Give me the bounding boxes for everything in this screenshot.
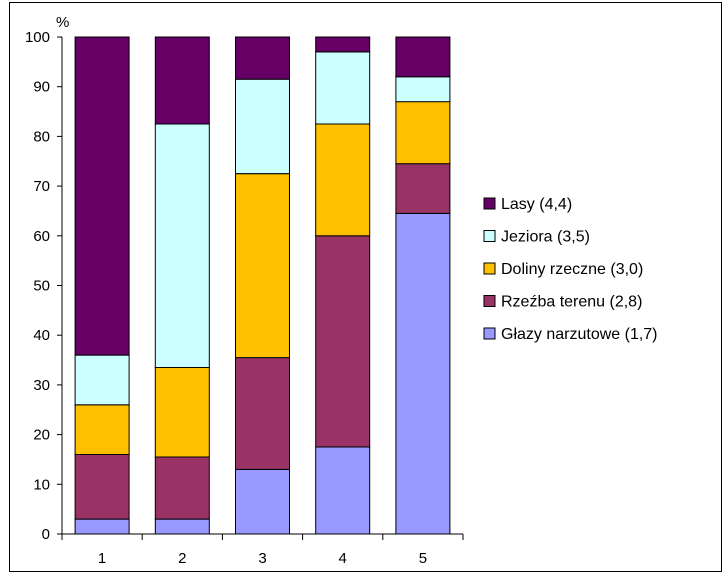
y-tick-label: 10 bbox=[33, 476, 50, 493]
bar-segment-cat5-series5 bbox=[395, 36, 451, 78]
y-tick-label: 30 bbox=[33, 377, 50, 394]
bar-segment-cat5-series4 bbox=[395, 76, 451, 103]
x-tick-label: 1 bbox=[98, 550, 106, 567]
bar-segment-cat5-series1 bbox=[395, 212, 451, 535]
x-tick-label: 3 bbox=[258, 550, 266, 567]
x-tick-label: 5 bbox=[419, 550, 427, 567]
bar-segment-cat2-series4 bbox=[154, 123, 210, 368]
y-tick-label: 20 bbox=[33, 427, 50, 444]
legend-swatch bbox=[483, 262, 496, 275]
bar-segment-cat4-series4 bbox=[315, 51, 371, 125]
legend-label: Jeziora (3,5) bbox=[501, 229, 590, 246]
y-tick-label: 100 bbox=[25, 29, 50, 46]
y-tick-label: 70 bbox=[33, 178, 50, 195]
bar-segment-cat2-series5 bbox=[154, 36, 210, 125]
bar-segment-cat3-series2 bbox=[235, 357, 290, 470]
y-tick-label: 80 bbox=[33, 128, 50, 145]
bar-segment-cat1-series5 bbox=[74, 36, 130, 356]
legend-swatch bbox=[483, 197, 496, 210]
x-tick-label: 2 bbox=[178, 550, 186, 567]
bar-segment-cat3-series5 bbox=[235, 36, 290, 80]
ticks-layer: 0 10 20 30 40 50 60 70 80 90 100 1 2 3 4 5 bbox=[25, 29, 464, 567]
bar-segment-cat4-series2 bbox=[315, 235, 371, 448]
legend-label: Doliny rzeczne (3,0) bbox=[501, 261, 643, 278]
legend-swatch bbox=[483, 230, 496, 242]
y-tick-label: 60 bbox=[33, 228, 50, 245]
x-tick-label: 4 bbox=[339, 550, 347, 567]
y-tick-label: 90 bbox=[33, 79, 50, 96]
bar-segment-cat4-series5 bbox=[315, 36, 371, 53]
bar-segment-cat3-series3 bbox=[235, 173, 290, 359]
bar-segment-cat3-series1 bbox=[235, 468, 290, 535]
bar-segment-cat1-series2 bbox=[74, 454, 130, 520]
legend-label: Rzeźba terenu (2,8) bbox=[501, 294, 642, 311]
y-tick-label: 40 bbox=[33, 327, 50, 344]
bar-segment-cat1-series1 bbox=[74, 518, 130, 535]
bar-segment-cat4-series1 bbox=[315, 446, 371, 535]
y-tick-label: 50 bbox=[33, 278, 50, 295]
bar-segment-cat1-series3 bbox=[74, 404, 130, 455]
legend-label: Głazy narzutowe (1,7) bbox=[501, 326, 658, 343]
bar-segment-cat2-series3 bbox=[154, 367, 210, 458]
bars-layer bbox=[74, 36, 451, 535]
bar-segment-cat1-series4 bbox=[74, 354, 130, 406]
y-tick-label: 0 bbox=[42, 526, 50, 543]
bar-segment-cat4-series3 bbox=[315, 123, 371, 237]
legend-label: Lasy (4,4) bbox=[501, 196, 572, 213]
bar-segment-cat5-series2 bbox=[395, 163, 451, 214]
legend-swatch bbox=[483, 327, 496, 340]
bar-segment-cat3-series4 bbox=[235, 78, 290, 175]
y-axis-unit-label: % bbox=[56, 14, 69, 31]
legend: Lasy (4,4) Jeziora (3,5) Doliny rzeczne (3… bbox=[483, 196, 658, 343]
legend-swatch bbox=[483, 295, 496, 307]
bar-segment-cat2-series2 bbox=[154, 456, 210, 520]
bar-segment-cat5-series3 bbox=[395, 101, 451, 165]
bar-segment-cat2-series1 bbox=[154, 518, 210, 535]
